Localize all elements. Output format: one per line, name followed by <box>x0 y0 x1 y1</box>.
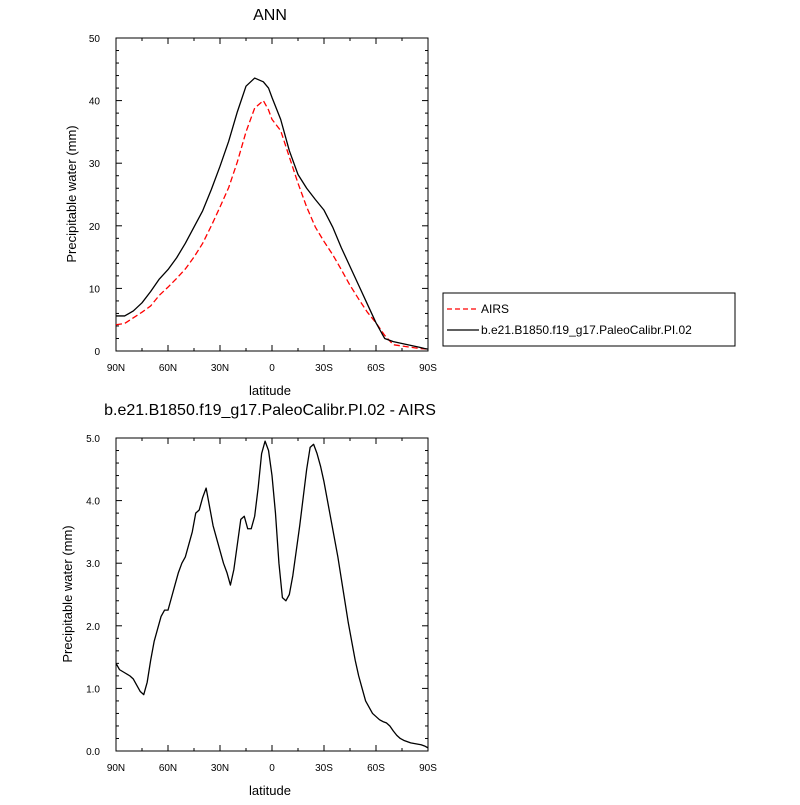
series-line-b-e21-b1850-f19-g17-paleocalibr-pi-02 <box>116 77 429 350</box>
chart-title: b.e21.B1850.f19_g17.PaleoCalibr.PI.02 - … <box>104 402 436 419</box>
y-tick-label: 4.0 <box>86 497 100 508</box>
plot-frame <box>115 37 429 352</box>
y-tick-label: 3.0 <box>86 559 100 570</box>
plot-frame <box>115 437 429 752</box>
y-tick-label: 0.0 <box>86 747 100 758</box>
x-tick-label: 90S <box>419 363 437 374</box>
x-tick-label: 60N <box>159 363 177 374</box>
y-tick-label: 30 <box>89 159 101 170</box>
x-tick-label: 0 <box>269 763 275 774</box>
y-tick-label: 50 <box>89 34 101 45</box>
y-axis-label: Precipitable water (mm) <box>60 525 75 662</box>
y-axis-label: Precipitable water (mm) <box>64 125 79 262</box>
legend-label-airs: AIRS <box>481 302 509 316</box>
legend-label-model: b.e21.B1850.f19_g17.PaleoCalibr.PI.02 <box>481 323 692 337</box>
y-tick-label: 1.0 <box>86 684 100 695</box>
chart-title: ANN <box>253 7 287 24</box>
x-tick-label: 30N <box>211 363 229 374</box>
x-tick-label: 60N <box>159 763 177 774</box>
panel-bottom: b.e21.B1850.f19_g17.PaleoCalibr.PI.02 - … <box>60 402 437 798</box>
y-tick-label: 5.0 <box>86 434 100 445</box>
x-tick-label: 30S <box>315 363 333 374</box>
x-tick-label: 30S <box>315 763 333 774</box>
x-tick-label: 90S <box>419 763 437 774</box>
y-tick-label: 40 <box>89 97 101 108</box>
x-tick-label: 90N <box>107 363 125 374</box>
x-axis-label: latitude <box>249 783 291 798</box>
x-tick-label: 0 <box>269 363 275 374</box>
x-axis-label: latitude <box>249 383 291 398</box>
y-tick-label: 20 <box>89 222 101 233</box>
plot-area: 90N 60N 30N 0 30S 60S 90S 0 10 20 30 40 50 <box>89 34 437 374</box>
series-line-difference <box>115 440 429 749</box>
series-line-airs <box>115 99 429 350</box>
panel-top: ANN Precipitable water (mm) latitude 90N… <box>64 7 736 398</box>
legend-box <box>442 292 736 347</box>
x-tick-label: 60S <box>367 363 385 374</box>
plot-area: 90N 60N 30N 0 30S 60S 90S 0.0 1.0 2.0 3.0 4.0 5.0 <box>86 434 437 774</box>
legend: AIRS b.e21.B1850.f19_g17.PaleoCalibr.PI.… <box>442 292 736 347</box>
y-tick-label: 0 <box>94 347 100 358</box>
x-tick-label: 60S <box>367 763 385 774</box>
y-tick-label: 2.0 <box>86 622 100 633</box>
x-tick-label: 90N <box>107 763 125 774</box>
x-tick-label: 30N <box>211 763 229 774</box>
y-tick-label: 10 <box>89 284 101 295</box>
